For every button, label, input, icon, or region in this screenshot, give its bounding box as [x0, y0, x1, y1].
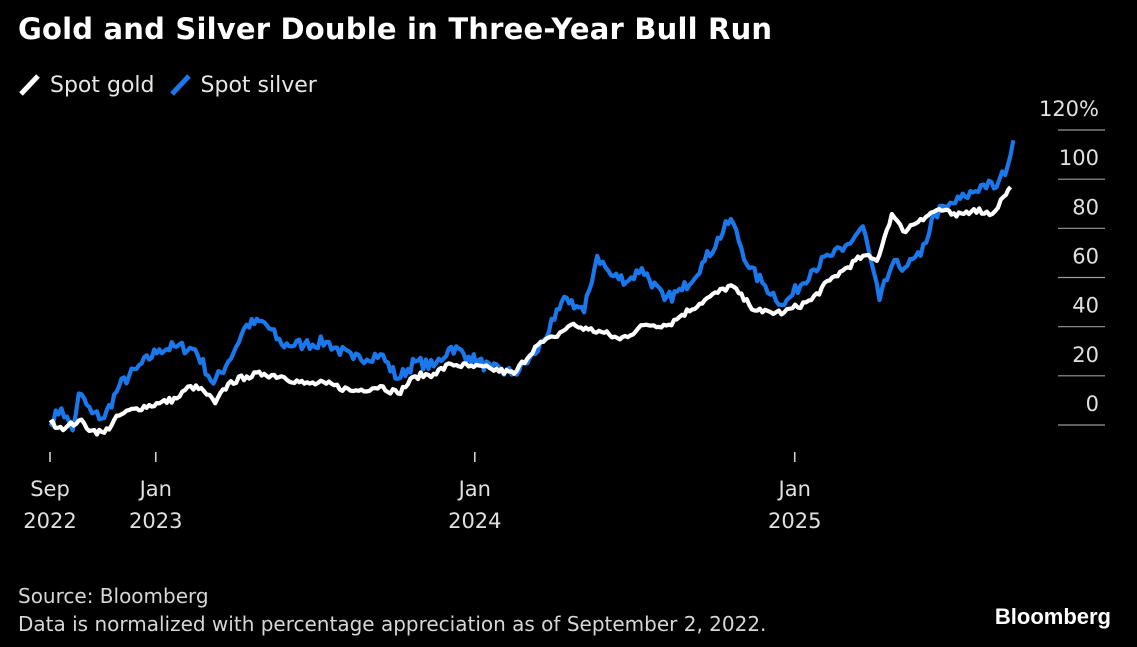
footer-source: Source: Bloomberg: [18, 584, 209, 608]
legend-label-gold: Spot gold: [50, 72, 155, 98]
x-tick-label-month-0: Sep: [30, 477, 70, 501]
y-tick-label-40: 40: [1072, 294, 1099, 318]
series-line-spot-gold: [48, 185, 1013, 437]
x-tick-label-year-1: 2023: [129, 509, 182, 533]
legend-swatch-gold: [19, 74, 40, 96]
y-tick-label-60: 60: [1072, 245, 1099, 269]
y-tick-label-0: 0: [1086, 392, 1099, 416]
x-tick-label-year-3: 2025: [768, 509, 821, 533]
legend: Spot gold Spot silver: [18, 72, 331, 98]
y-tick-label-120: 120%: [1039, 97, 1099, 121]
y-tick-label-80: 80: [1072, 195, 1099, 219]
footer-note: Data is normalized with percentage appre…: [18, 612, 767, 636]
y-tick-label-100: 100: [1059, 146, 1099, 170]
bloomberg-logo: Bloomberg: [994, 604, 1111, 629]
x-tick-label-year-2: 2024: [448, 509, 501, 533]
x-tick-label-month-1: Jan: [138, 477, 172, 501]
y-tick-label-20: 20: [1072, 343, 1099, 367]
legend-item-gold: Spot gold: [18, 72, 155, 98]
legend-item-silver: Spot silver: [169, 72, 317, 98]
x-tick-label-year-0: 2022: [23, 509, 76, 533]
x-tick-label-month-3: Jan: [777, 477, 811, 501]
legend-label-silver: Spot silver: [200, 72, 317, 98]
x-tick-label-month-2: Jan: [457, 477, 491, 501]
legend-swatch-silver: [169, 74, 191, 96]
chart-title: Gold and Silver Double in Three-Year Bul…: [18, 12, 773, 46]
